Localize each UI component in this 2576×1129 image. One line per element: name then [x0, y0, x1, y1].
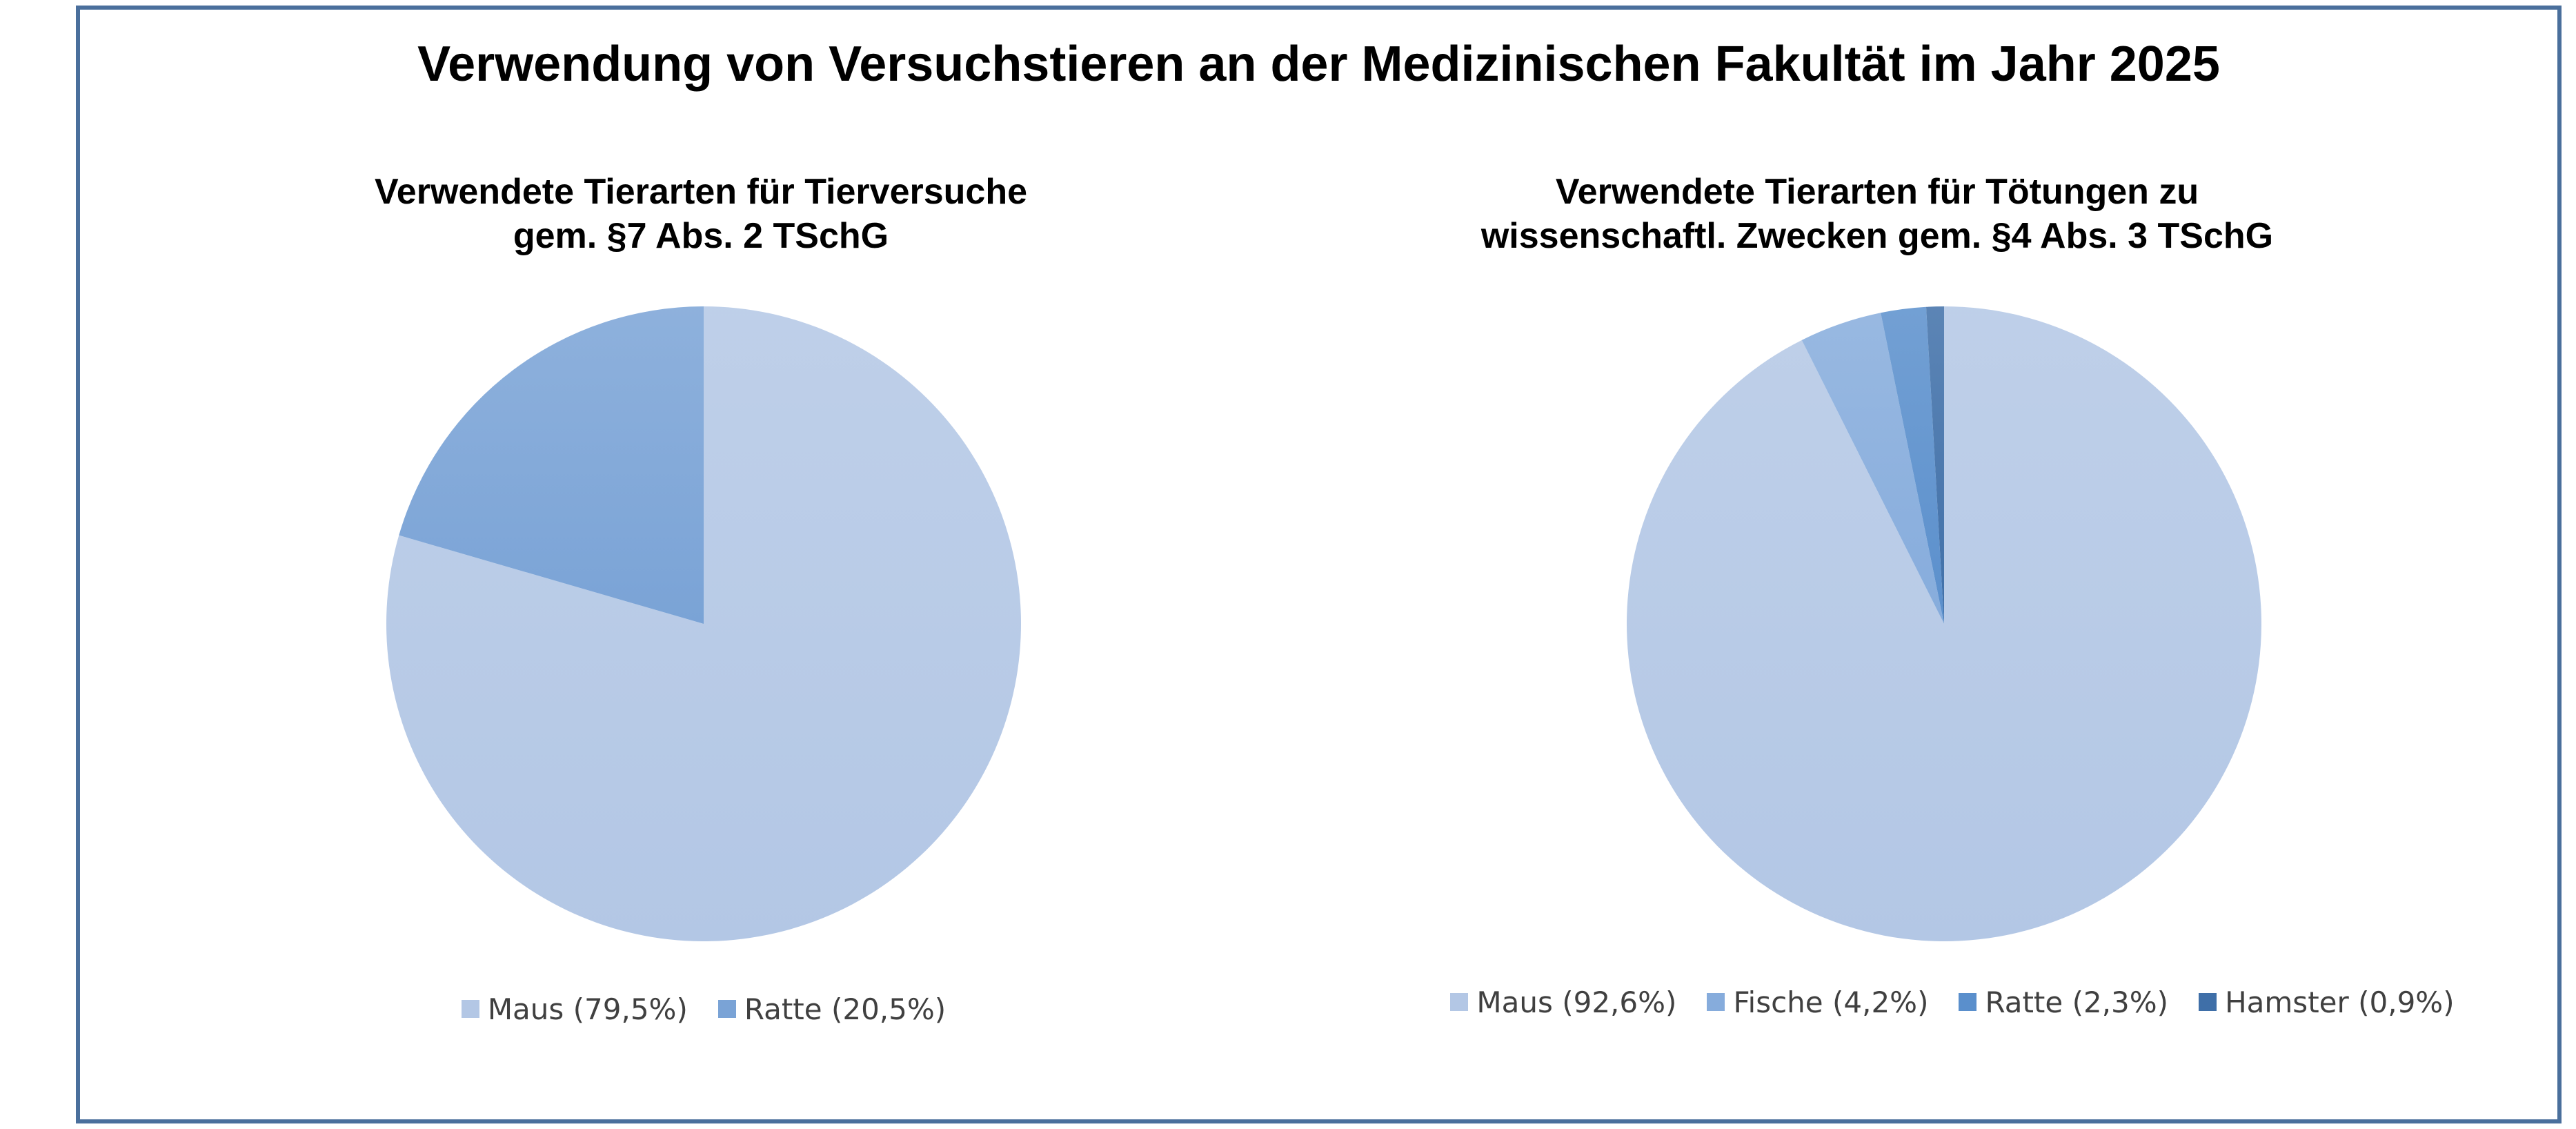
pie-slice-ratte	[1881, 306, 1944, 624]
legend-label: Fische (4,2%)	[1733, 985, 1929, 1019]
legend-swatch	[2199, 993, 2217, 1011]
legend-swatch	[1959, 993, 1977, 1011]
left-chart-legend: Maus (79,5%) Ratte (20,5%)	[386, 988, 1021, 1030]
legend-item-hamster: Hamster (0,9%)	[2199, 985, 2455, 1019]
legend-label: Ratte (2,3%)	[1985, 985, 2169, 1019]
legend-item-ratte: Ratte (20,5%)	[717, 992, 947, 1026]
right-chart-title-line-2: wissenschaftl. Zwecken gem. §4 Abs. 3 TS…	[1480, 216, 2274, 256]
right-chart-title: Verwendete Tierarten für Tötungen zu wis…	[1460, 170, 2295, 258]
right-chart-title-line-1: Verwendete Tierarten für Tötungen zu	[1555, 172, 2199, 212]
left-chart-title-line-1: Verwendete Tierarten für Tierversuche	[374, 172, 1028, 212]
legend-swatch	[717, 1000, 736, 1018]
pie-slice-fische	[1801, 313, 1944, 624]
legend-label: Maus (79,5%)	[487, 992, 688, 1026]
legend-swatch	[461, 1000, 479, 1018]
legend-label: Hamster (0,9%)	[2225, 985, 2455, 1019]
pie-slice-maus	[386, 306, 1021, 941]
legend-label: Maus (92,6%)	[1476, 985, 1677, 1019]
pie-slice-hamster	[1926, 306, 1944, 624]
right-chart-legend: Maus (92,6%) Fische (4,2%) Ratte (2,3%) Ham…	[1387, 981, 2518, 1023]
legend-item-ratte: Ratte (2,3%)	[1959, 985, 2168, 1019]
legend-swatch	[1707, 993, 1725, 1011]
legend-item-maus: Maus (92,6%)	[1450, 985, 1676, 1019]
legend-item-fische: Fische (4,2%)	[1707, 985, 1928, 1019]
pie-slice-ratte	[399, 306, 704, 624]
left-chart-title-line-2: gem. §7 Abs. 2 TSchG	[513, 216, 889, 256]
legend-label: Ratte (20,5%)	[744, 992, 947, 1026]
main-title: Verwendung von Versuchstieren an der Med…	[417, 37, 2220, 92]
legend-swatch	[1450, 993, 1469, 1011]
legend-item-maus: Maus (79,5%)	[461, 992, 688, 1026]
left-chart-title: Verwendete Tierarten für Tierversuche ge…	[294, 170, 1108, 258]
